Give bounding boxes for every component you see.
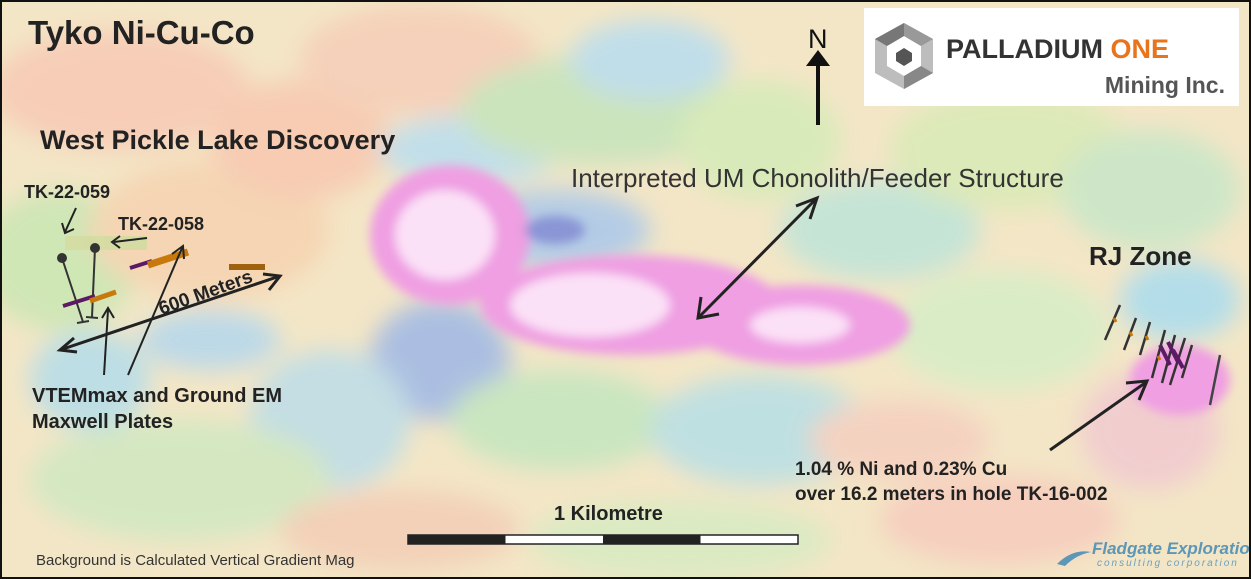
north-label: N <box>808 24 828 54</box>
scale-bar-label: 1 Kilometre <box>554 503 663 525</box>
scale-bar <box>407 534 799 545</box>
zone-label: RJ Zone <box>1089 241 1192 271</box>
plates-label-line: VTEMmax and Ground EM <box>32 385 283 407</box>
credit-name: Fladgate Exploration <box>1092 539 1251 558</box>
maxwell-plate <box>146 248 190 269</box>
maxwell-plate <box>62 294 96 308</box>
structure-label: Interpreted UM Chonolith/Feeder Structur… <box>571 163 1064 193</box>
drill-trace-tk-22-059 <box>61 257 84 323</box>
drill-trace-tk-22-058 <box>91 247 96 318</box>
maxwell-plate <box>89 289 117 304</box>
palladium-one-logo: PALLADIUM ONE Mining Inc. <box>864 8 1239 106</box>
drill-collar-tk-22-058 <box>90 243 100 253</box>
intercept-label-line: over 16.2 meters in hole TK-16-002 <box>795 484 1108 505</box>
intercept-label-line: 1.04 % Ni and 0.23% Cu <box>795 459 1008 480</box>
map-title: Tyko Ni-Cu-Co <box>28 14 255 51</box>
plates-label: VTEMmax and Ground EM Maxwell Plates <box>32 383 282 435</box>
logo-word-one: ONE <box>1110 34 1170 64</box>
hexagon-aperture-icon <box>875 23 933 89</box>
hole-label-tk-22-058: TK-22-058 <box>118 214 205 234</box>
plates-label-line: Maxwell Plates <box>32 411 174 433</box>
fladgate-swoosh-icon <box>1057 551 1091 566</box>
hole-label-tk-22-059: TK-22-059 <box>24 182 111 202</box>
logo-company-name: PALLADIUM ONE <box>946 34 1169 65</box>
north-arrowhead <box>806 50 830 66</box>
drill-pad <box>65 236 147 250</box>
intercept-label: 1.04 % Ni and 0.23% Cu over 16.2 meters … <box>795 457 1108 507</box>
rj-zone-drill-traces <box>1103 304 1222 406</box>
credit-subtitle: consulting corporation <box>1097 558 1239 569</box>
drill-collar-tk-22-059 <box>57 253 67 263</box>
background-note: Background is Calculated Vertical Gradie… <box>36 552 355 569</box>
area-label: West Pickle Lake Discovery <box>40 125 396 155</box>
logo-word-palladium: PALLADIUM <box>946 34 1103 64</box>
logo-company-suffix: Mining Inc. <box>1104 72 1225 98</box>
